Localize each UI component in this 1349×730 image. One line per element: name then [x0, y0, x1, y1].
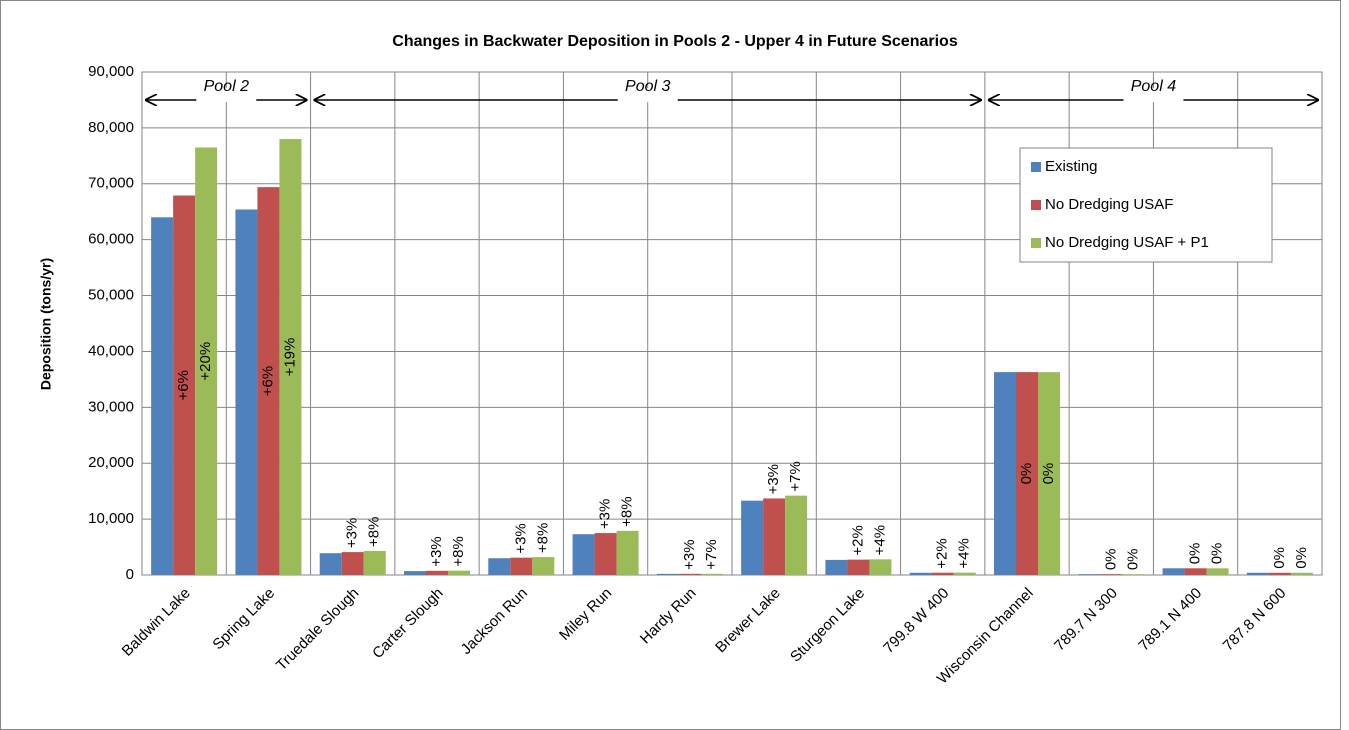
bar [1246, 572, 1269, 575]
pool-label: Pool 3 [625, 78, 670, 95]
pool-label: Pool 2 [204, 78, 249, 95]
legend-label: No Dredging USAF [1045, 196, 1173, 213]
bar [532, 557, 555, 575]
pool-label: Pool 4 [1131, 78, 1176, 95]
change-label: +2% [934, 538, 951, 568]
change-label: +4% [871, 525, 888, 555]
y-tick-label: 90,000 [88, 63, 134, 80]
bar [1162, 568, 1185, 575]
bar [1078, 574, 1101, 575]
bar [700, 573, 723, 575]
change-label: +3% [681, 539, 698, 569]
legend-label: No Dredging USAF + P1 [1045, 234, 1209, 251]
change-label: 0% [1209, 543, 1226, 565]
change-label: +20% [197, 342, 214, 381]
y-tick-label: 30,000 [88, 398, 134, 415]
bar [257, 187, 280, 575]
change-label: +8% [450, 536, 467, 566]
change-label: +3% [512, 523, 529, 553]
y-tick-label: 40,000 [88, 342, 134, 359]
change-label: +3% [428, 536, 445, 566]
change-label: +8% [534, 523, 551, 553]
legend-box [1019, 147, 1273, 263]
legend-swatch [1031, 162, 1041, 172]
bar [173, 195, 196, 575]
bar [572, 534, 595, 575]
change-label: 0% [1102, 548, 1119, 570]
y-tick-label: 20,000 [88, 454, 134, 471]
bar [909, 572, 932, 575]
change-label: +19% [281, 338, 298, 377]
change-label: +3% [765, 464, 782, 494]
change-label: 0% [1187, 543, 1204, 565]
bar [426, 570, 448, 575]
change-label: +3% [597, 499, 614, 529]
bar [195, 147, 218, 575]
change-label: +7% [787, 461, 804, 491]
change-label: 0% [1124, 548, 1141, 570]
bar [510, 557, 533, 575]
bar [931, 572, 954, 575]
change-label: +7% [703, 539, 720, 569]
change-label: +3% [344, 518, 361, 548]
change-label: +4% [956, 538, 973, 568]
change-label: +8% [619, 496, 636, 526]
bar [741, 500, 764, 575]
bar [341, 552, 364, 575]
bar [279, 139, 302, 576]
bar [1268, 572, 1291, 575]
bar [678, 573, 701, 575]
change-label: +6% [259, 366, 276, 396]
bar [1016, 372, 1038, 575]
change-label: 0% [1040, 463, 1057, 485]
y-tick-label: 60,000 [88, 231, 134, 248]
bar [825, 559, 848, 575]
y-tick-label: 80,000 [88, 119, 134, 136]
bar [235, 209, 258, 575]
bar [319, 553, 342, 575]
change-label: +2% [849, 525, 866, 555]
legend-label: Existing [1045, 158, 1098, 175]
bar [1184, 568, 1207, 575]
pool-label-bg [1123, 88, 1184, 102]
bar [656, 573, 679, 575]
bar [488, 558, 511, 575]
bar [1206, 568, 1229, 575]
y-tick-label: 10,000 [88, 510, 134, 527]
change-label: 0% [1018, 463, 1035, 485]
chart-title: Changes in Backwater Deposition in Pools… [392, 33, 958, 50]
bar [448, 570, 470, 575]
bar [1038, 372, 1060, 575]
bar [763, 498, 786, 575]
bar [594, 533, 617, 575]
change-label: +6% [175, 370, 192, 400]
legend-swatch [1031, 238, 1041, 248]
legend-swatch [1031, 200, 1041, 210]
bar [785, 495, 808, 575]
bar [1290, 572, 1313, 575]
y-axis-label: Deposition (tons/yr) [38, 258, 54, 390]
bar [994, 372, 1016, 575]
bar [1122, 574, 1145, 575]
bar [363, 550, 386, 575]
y-tick-label: 70,000 [88, 175, 134, 192]
y-tick-label: 0 [126, 566, 134, 583]
change-label: 0% [1271, 547, 1288, 569]
bar [1100, 574, 1123, 575]
bar [869, 559, 892, 575]
bar [404, 571, 426, 575]
pool-label-bg [196, 88, 257, 102]
y-tick-label: 50,000 [88, 287, 134, 304]
bar [953, 572, 976, 575]
pool-label-bg [617, 88, 678, 102]
change-label: 0% [1293, 547, 1310, 569]
bar [616, 530, 639, 575]
bar [847, 559, 870, 575]
change-label: +8% [366, 517, 383, 547]
bar [151, 217, 174, 576]
